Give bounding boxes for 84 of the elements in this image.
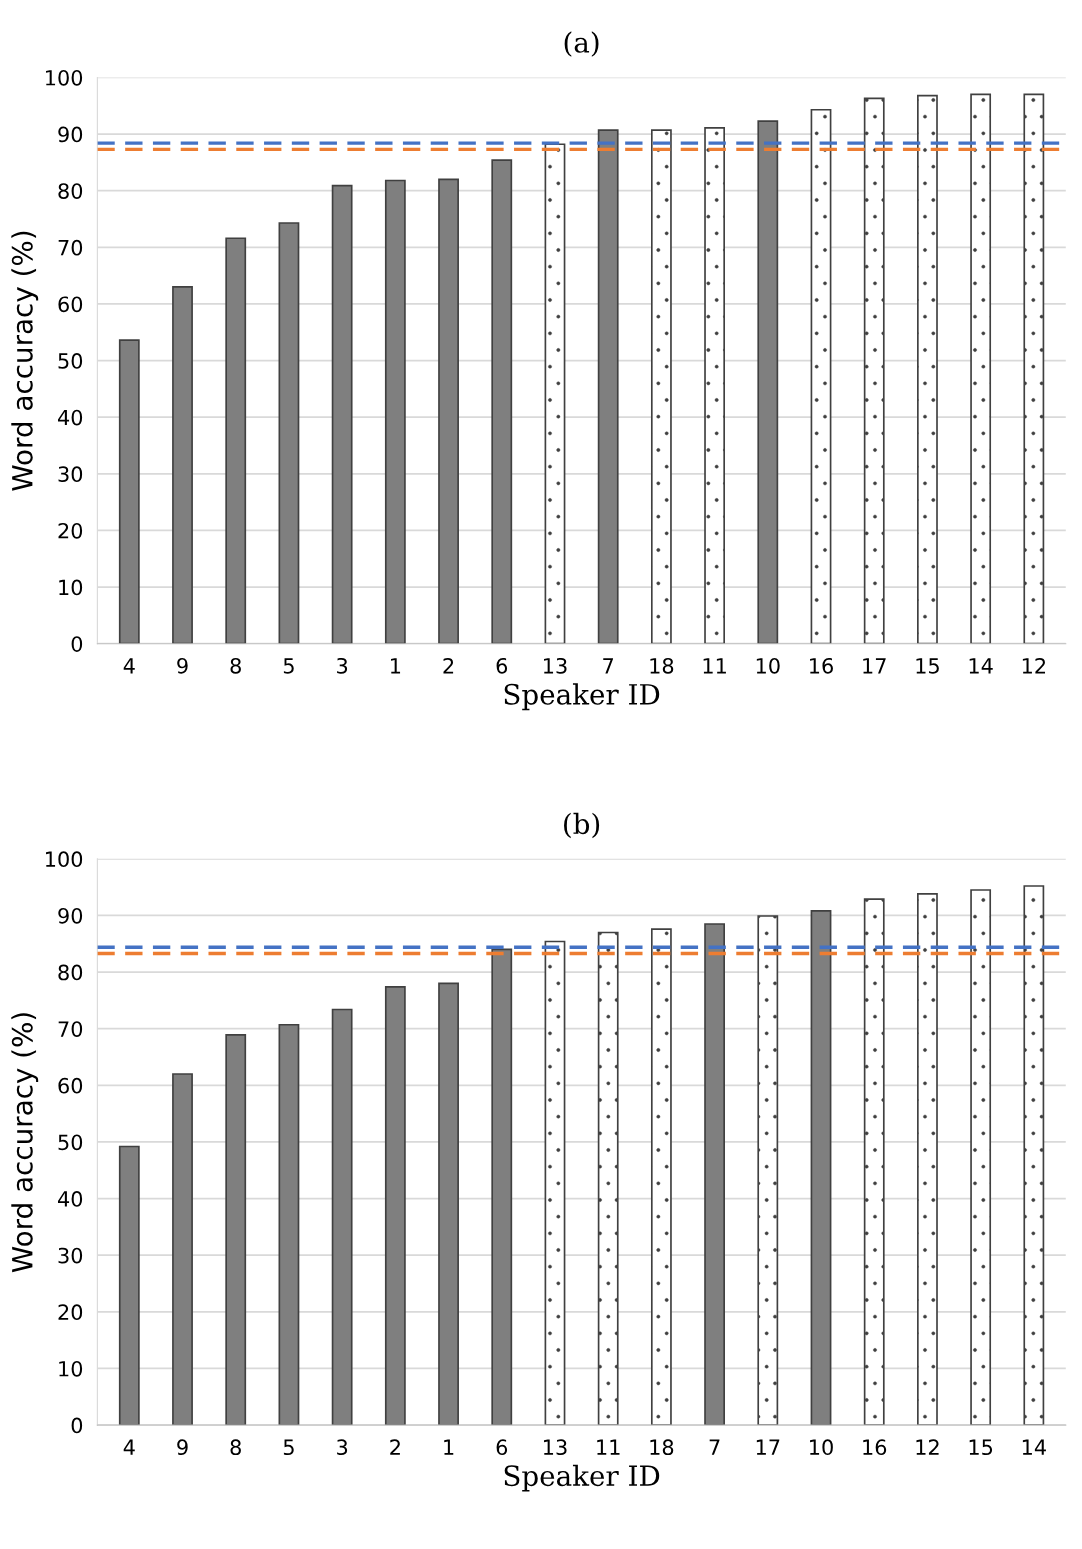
x-tick-label: 18: [650, 657, 674, 674]
bar: [225, 237, 247, 644]
x-tick-label: 15: [916, 658, 939, 674]
x-tick-label: 3: [337, 1439, 348, 1456]
x-tick-label: 2: [443, 657, 454, 674]
chart-title: (a): [564, 31, 599, 57]
bar: [491, 948, 513, 1426]
x-axis-title: Speaker ID: [504, 1464, 660, 1492]
y-tick-label: 10: [59, 1360, 83, 1377]
y-tick-label: 30: [58, 1247, 83, 1264]
y-tick-label: 40: [58, 409, 83, 426]
bar: [384, 985, 406, 1426]
y-tick-label: 90: [58, 907, 83, 924]
y-tick-label: 30: [58, 466, 83, 483]
bar: [438, 982, 459, 1426]
x-tick-label: 10: [756, 657, 780, 674]
x-tick-label: 17: [863, 658, 886, 674]
bar: [118, 1145, 140, 1426]
x-tick-label: 5: [283, 1439, 294, 1456]
x-tick-label: 1: [444, 1439, 454, 1455]
x-tick-label: 12: [1022, 657, 1046, 674]
y-axis-title: Word accuracy (%): [11, 231, 39, 491]
bar: [172, 1073, 193, 1426]
x-tick-label: 7: [603, 658, 614, 674]
x-tick-label: 14: [969, 658, 993, 674]
x-tick-label: 7: [709, 1439, 720, 1455]
x-tick-label: 9: [177, 1439, 188, 1456]
bar: [225, 1034, 247, 1426]
bar: [384, 179, 406, 644]
x-tick-label: 15: [969, 1439, 993, 1456]
x-tick-label: 3: [337, 657, 348, 674]
y-tick-label: 20: [58, 522, 83, 539]
y-tick-label: 100: [46, 69, 83, 86]
x-tick-label: 11: [703, 658, 726, 674]
bar: [118, 339, 140, 644]
x-axis-title: Speaker ID: [504, 683, 660, 711]
bar: [278, 1023, 300, 1426]
y-axis-title: Word accuracy (%): [11, 1013, 39, 1273]
y-tick-label: 100: [46, 851, 83, 868]
chart-title: (b): [564, 812, 600, 839]
y-tick-label: 80: [58, 183, 83, 199]
bar: [597, 129, 619, 644]
x-tick-label: 11: [597, 1439, 620, 1455]
x-tick-label: 13: [544, 657, 567, 674]
x-tick-label: 8: [230, 1439, 241, 1456]
y-tick-label: 40: [58, 1191, 83, 1207]
bar: [757, 120, 779, 644]
x-tick-label: 4: [123, 1439, 135, 1455]
x-tick-label: 2: [390, 1439, 400, 1455]
y-tick-label: 60: [58, 1077, 83, 1094]
x-tick-label: 14: [1022, 1439, 1046, 1455]
y-tick-label: 10: [59, 579, 83, 596]
y-tick-label: 80: [58, 964, 83, 981]
x-tick-label: 10: [810, 1439, 833, 1456]
x-tick-label: 4: [123, 658, 135, 674]
x-tick-label: 16: [863, 1439, 887, 1456]
x-tick-label: 13: [544, 1439, 567, 1456]
bar: [810, 910, 832, 1426]
y-tick-label: 50: [58, 353, 83, 369]
x-tick-label: 1: [391, 658, 401, 674]
bar: [331, 1008, 353, 1426]
y-tick-label: 20: [58, 1304, 83, 1321]
y-tick-label: 0: [71, 636, 83, 652]
y-tick-label: 60: [58, 296, 83, 313]
bar: [704, 923, 726, 1426]
y-tick-label: 90: [58, 126, 83, 143]
y-tick-label: 50: [58, 1134, 83, 1151]
x-tick-label: 9: [177, 657, 188, 674]
x-tick-label: 16: [810, 657, 833, 674]
y-tick-label: 70: [58, 1021, 83, 1037]
y-tick-label: 0: [71, 1417, 83, 1434]
bar: [278, 222, 300, 644]
bar: [172, 286, 193, 644]
bar: [331, 184, 353, 644]
y-tick-label: 70: [58, 239, 83, 256]
bar: [438, 178, 459, 644]
x-tick-label: 6: [496, 1439, 508, 1456]
x-tick-label: 12: [916, 1439, 939, 1455]
x-tick-label: 8: [230, 657, 241, 674]
x-tick-label: 18: [650, 1439, 674, 1456]
x-tick-label: 6: [496, 657, 508, 674]
bar: [491, 159, 513, 644]
x-tick-label: 5: [283, 658, 294, 674]
x-tick-label: 17: [756, 1439, 780, 1455]
